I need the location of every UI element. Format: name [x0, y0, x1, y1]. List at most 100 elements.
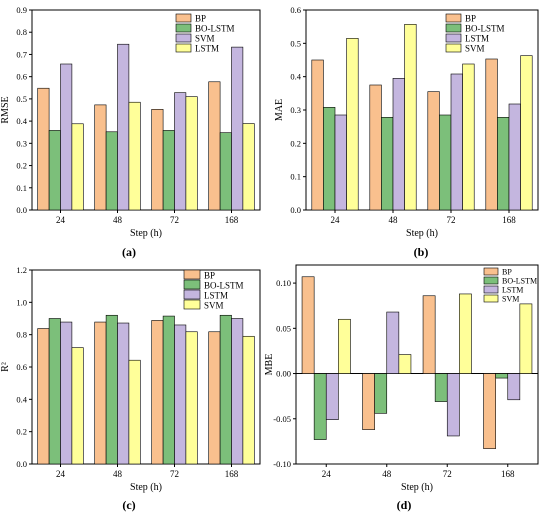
chart-b-y-tick-label: 0.4 — [290, 72, 301, 82]
chart-a-x-tick-label: 24 — [56, 215, 66, 225]
chart-b-bar-bo-lstm-72 — [439, 114, 452, 211]
chart-d-x-axis-title: Step (h) — [401, 482, 433, 493]
chart-c-y-tick-label: 1.0 — [16, 297, 27, 307]
chart-c-bar-svm-168 — [242, 335, 255, 465]
chart-d-legend-label: SVM — [502, 295, 519, 304]
chart-b-y-tick-label: 0.2 — [290, 138, 301, 148]
chart-a-bar-bo-lstm-48 — [105, 131, 118, 211]
chart-c-x-tick-label: 72 — [170, 469, 179, 479]
chart-d-bar-bo-lstm-48 — [374, 373, 388, 414]
chart-b-bar-lstm-72 — [450, 73, 463, 211]
chart-b-bar-svm-72 — [462, 63, 475, 211]
chart-a-x-tick-label: 48 — [113, 215, 123, 225]
chart-b-legend-swatch-svm — [445, 43, 462, 53]
chart-c-x-tick-label: 168 — [225, 469, 239, 479]
chart-b-bar-svm-168 — [520, 55, 533, 211]
chart-c-legend-label: SVM — [204, 301, 224, 311]
chart-a-y-tick-label: 0.5 — [16, 94, 27, 104]
chart-b-bar-lstm-24 — [334, 114, 347, 211]
chart-d-bar-lstm-72 — [446, 373, 460, 437]
chart-a-y-tick-label: 0.4 — [16, 116, 27, 126]
chart-d-bar-bo-lstm-72 — [434, 373, 448, 402]
chart-d-bar-svm-72 — [459, 293, 472, 374]
chart-b-panel-label: (b) — [414, 245, 429, 259]
chart-c-legend-swatch-svm — [183, 299, 201, 310]
chart-d-x-tick-label: 24 — [322, 469, 332, 479]
chart-b-bar-svm-48 — [404, 24, 417, 211]
chart-d-bar-bp-72 — [422, 295, 436, 374]
chart-c-bar-bo-lstm-48 — [105, 314, 118, 465]
chart-b-bar-bo-lstm-48 — [381, 117, 394, 211]
chart-b-x-tick-label: 24 — [331, 215, 341, 225]
chart-a: 0.0 0.1 0.2 0.3 0.4 0.5 0.6 0.7 0.8 0.9 24 48 72 168 S… — [0, 5, 261, 259]
chart-a-bar-bp-24 — [37, 87, 50, 211]
chart-a-panel-label: (a) — [122, 245, 136, 259]
chart-b-bar-svm-24 — [346, 38, 359, 211]
chart-d-y-tick-label: 0.00 — [276, 369, 291, 379]
chart-a-bar-bo-lstm-24 — [48, 130, 61, 211]
chart-c-bar-bp-72 — [151, 320, 164, 465]
chart-a-y-tick-label: 0.2 — [16, 161, 27, 171]
chart-a-y-tick-label: 0.1 — [16, 183, 27, 193]
chart-b-bar-bp-72 — [427, 91, 440, 211]
chart-c: 0.0 0.2 0.4 0.6 0.8 1.0 1.2 24 48 72 168 Step (h) R²… — [0, 265, 261, 512]
chart-b-legend-swatch-bp — [445, 13, 462, 23]
chart-c-bar-bo-lstm-168 — [219, 314, 232, 465]
chart-b-x-axis-title: Step (h) — [406, 228, 438, 239]
chart-c-y-tick-label: 0.6 — [16, 362, 27, 372]
chart-c-bar-bp-168 — [208, 331, 221, 465]
chart-c-legend-swatch-bo-lstm — [183, 279, 201, 290]
chart-a-x-axis-title: Step (h) — [130, 228, 162, 239]
chart-a-y-tick-label: 0.7 — [16, 49, 27, 59]
chart-c-bar-bo-lstm-24 — [48, 318, 61, 465]
chart-d-legend-swatch-lstm — [483, 285, 499, 294]
chart-b: 0.0 0.1 0.2 0.3 0.4 0.5 0.6 24 48 72 168 Step (h) MA… — [274, 5, 539, 259]
chart-d-panel-label: (d) — [397, 498, 412, 512]
chart-a-x-tick-label: 72 — [170, 215, 179, 225]
chart-b-legend-label: SVM — [465, 44, 485, 54]
chart-b-bar-bp-24 — [311, 59, 324, 211]
chart-a-bar-svm-24 — [60, 63, 73, 211]
chart-d: -0.10 -0.05 0.00 0.05 0.10 24 48 72 168 Step (h) M… — [264, 264, 539, 512]
chart-b-y-tick-label: 0.0 — [290, 205, 301, 215]
chart-a-bar-lstm-24 — [71, 123, 84, 211]
chart-a-plot-frame — [31, 9, 261, 211]
chart-b-x-tick-label: 48 — [389, 215, 399, 225]
chart-c-legend-swatch-bp — [183, 269, 201, 280]
chart-d-x-tick-label: 72 — [443, 469, 452, 479]
chart-c-y-tick-label: 1.2 — [16, 265, 27, 275]
chart-c-y-tick-label: 0.2 — [16, 427, 27, 437]
chart-c-bar-lstm-72 — [174, 324, 187, 465]
chart-a-bar-svm-48 — [117, 43, 130, 211]
chart-b-y-tick-label: 0.1 — [290, 172, 301, 182]
chart-d-bar-bo-lstm-168 — [495, 373, 509, 379]
chart-d-bar-lstm-168 — [507, 373, 521, 401]
chart-a-y-tick-label: 0.3 — [16, 138, 27, 148]
chart-d-bar-bp-48 — [362, 373, 375, 430]
chart-b-x-tick-label: 72 — [447, 215, 456, 225]
chart-b-legend-label: LSTM — [465, 34, 489, 44]
chart-a-legend-label: BP — [195, 14, 206, 24]
chart-c-y-tick-label: 0.4 — [16, 394, 27, 404]
chart-d-bar-bp-24 — [301, 276, 315, 374]
chart-d-y-tick-label: -0.10 — [273, 459, 291, 469]
chart-b-x-tick-label: 168 — [502, 215, 516, 225]
chart-d-bar-svm-24 — [338, 318, 351, 374]
chart-b-y-axis-title: MAE — [274, 99, 285, 121]
chart-a-y-tick-label: 0.9 — [16, 5, 27, 15]
chart-c-y-tick-label: 0.8 — [16, 330, 27, 340]
chart-b-legend-label: BP — [465, 14, 476, 24]
chart-c-x-axis-title: Step (h) — [130, 482, 162, 493]
chart-b-legend-swatch-bo-lstm — [445, 23, 462, 33]
chart-d-plot-frame — [295, 264, 539, 465]
chart-b-bar-lstm-48 — [392, 78, 405, 211]
chart-a-bar-lstm-72 — [185, 96, 198, 211]
chart-c-bar-lstm-24 — [60, 321, 73, 465]
chart-a-bar-bo-lstm-72 — [162, 130, 175, 211]
chart-a-x-tick-label: 168 — [225, 215, 239, 225]
chart-d-bar-bo-lstm-24 — [313, 373, 327, 440]
chart-d-y-tick-label: 0.10 — [276, 278, 291, 288]
chart-d-x-tick-label: 48 — [382, 469, 392, 479]
